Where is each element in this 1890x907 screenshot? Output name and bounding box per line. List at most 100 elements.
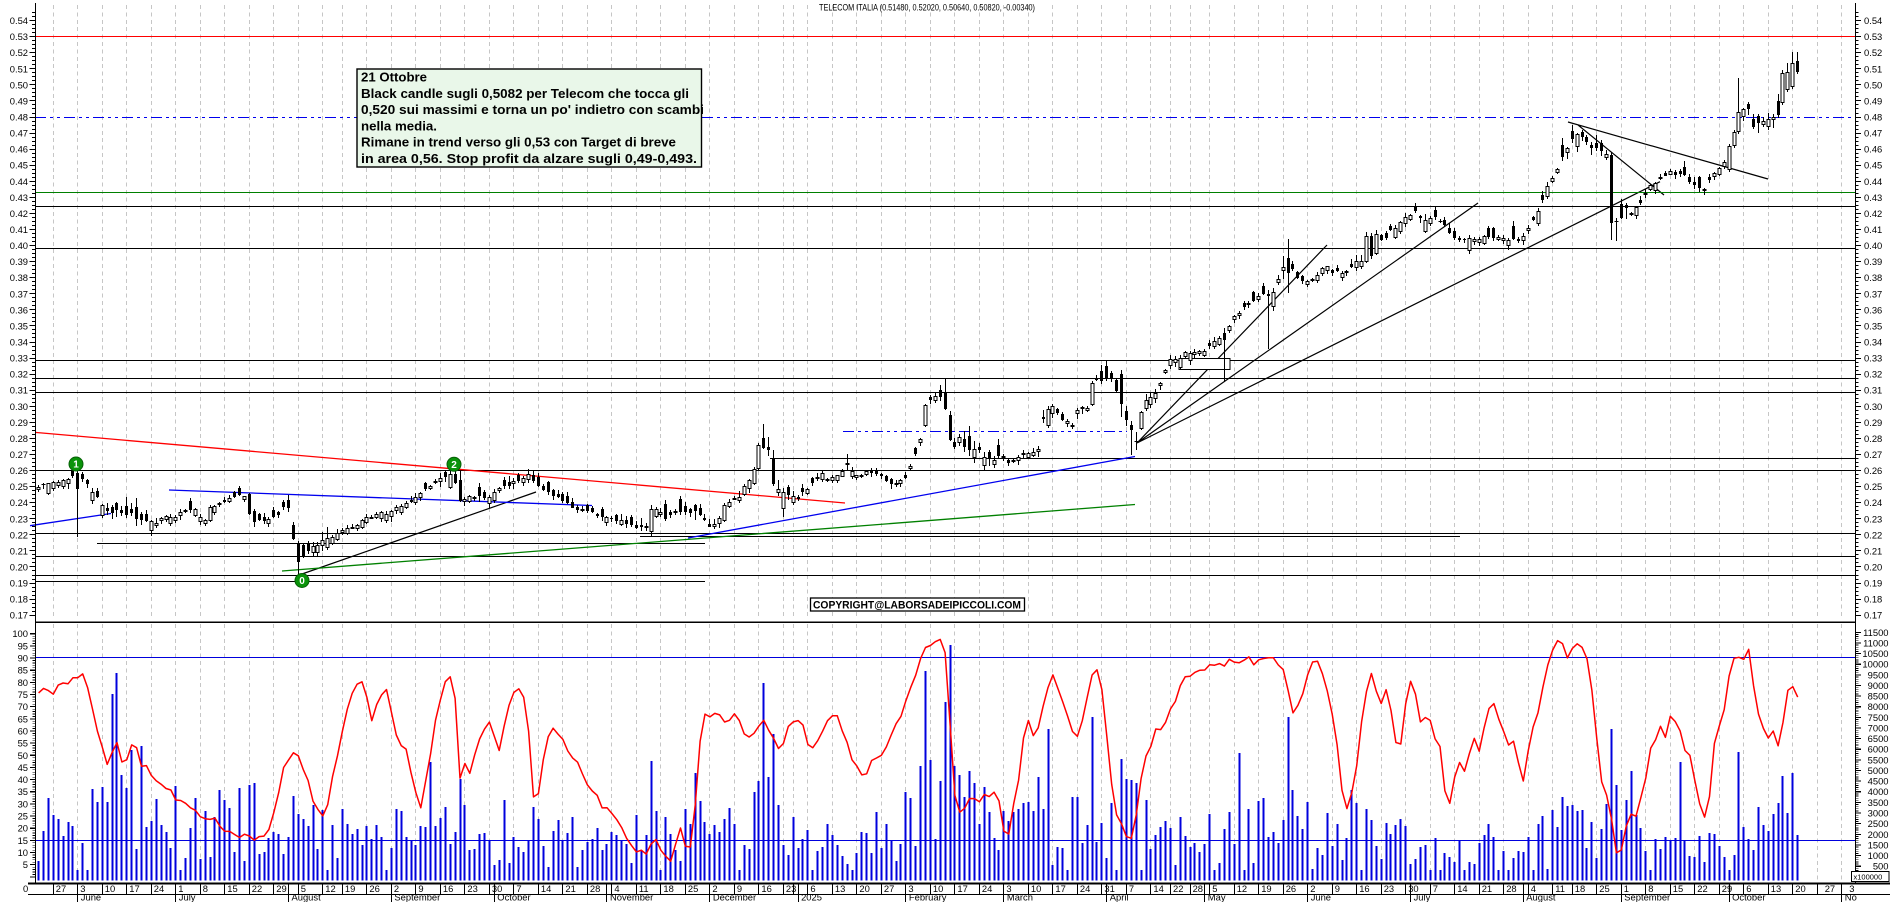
svg-text:19: 19: [345, 883, 355, 894]
svg-text:13: 13: [1771, 883, 1781, 894]
svg-text:0.22: 0.22: [10, 529, 28, 540]
svg-text:23: 23: [1384, 883, 1394, 894]
svg-text:0.27: 0.27: [10, 449, 28, 460]
svg-text:0.36: 0.36: [1864, 304, 1882, 315]
svg-text:1500: 1500: [1868, 839, 1889, 850]
svg-text:0.52: 0.52: [10, 47, 28, 58]
svg-text:17: 17: [1055, 883, 1065, 894]
svg-text:0.20: 0.20: [1864, 562, 1882, 573]
svg-text:20: 20: [18, 823, 28, 834]
svg-text:0.27: 0.27: [1864, 449, 1882, 460]
svg-text:0.21: 0.21: [10, 545, 28, 556]
svg-text:6000: 6000: [1868, 744, 1889, 755]
svg-text:0.25: 0.25: [10, 481, 28, 492]
svg-text:28: 28: [1506, 883, 1516, 894]
svg-text:10000: 10000: [1862, 659, 1888, 670]
svg-text:10: 10: [18, 847, 28, 858]
svg-text:0.40: 0.40: [1864, 240, 1882, 251]
svg-text:February: February: [909, 892, 947, 903]
svg-text:October: October: [1732, 892, 1765, 903]
svg-text:TELECOM ITALIA (0.51480, 0.520: TELECOM ITALIA (0.51480, 0.52020, 0.5064…: [819, 3, 1035, 14]
svg-text:0.32: 0.32: [10, 369, 28, 380]
svg-text:22: 22: [1697, 883, 1707, 894]
svg-text:0.20: 0.20: [10, 562, 28, 573]
svg-text:0.31: 0.31: [10, 385, 28, 396]
svg-text:May: May: [1208, 892, 1226, 903]
svg-text:0.39: 0.39: [1864, 256, 1882, 267]
svg-text:0,520 sui massimi e torna un p: 0,520 sui massimi e torna un po' indietr…: [361, 102, 704, 117]
svg-text:August: August: [292, 892, 322, 903]
svg-text:July: July: [179, 892, 196, 903]
svg-text:24: 24: [982, 883, 992, 894]
svg-text:6: 6: [810, 883, 815, 894]
svg-text:27: 27: [884, 883, 894, 894]
svg-text:December: December: [713, 892, 756, 903]
svg-text:10: 10: [1031, 883, 1041, 894]
svg-text:0.43: 0.43: [10, 192, 28, 203]
svg-text:30: 30: [492, 883, 502, 894]
svg-text:0.30: 0.30: [1864, 401, 1882, 412]
svg-text:0.35: 0.35: [1864, 320, 1882, 331]
svg-text:8000: 8000: [1868, 701, 1889, 712]
svg-text:0: 0: [23, 883, 28, 894]
svg-text:9: 9: [418, 883, 423, 894]
svg-text:0.48: 0.48: [1864, 112, 1882, 123]
svg-text:April: April: [1110, 892, 1129, 903]
svg-text:September: September: [1624, 892, 1670, 903]
svg-text:0: 0: [299, 576, 305, 587]
svg-text:0.24: 0.24: [1864, 497, 1882, 508]
svg-text:0.19: 0.19: [10, 578, 28, 589]
svg-text:0.21: 0.21: [1864, 545, 1882, 556]
svg-text:17: 17: [957, 883, 967, 894]
svg-text:0.28: 0.28: [10, 433, 28, 444]
svg-text:3000: 3000: [1868, 808, 1889, 819]
svg-text:85: 85: [18, 665, 28, 676]
svg-text:0.22: 0.22: [1864, 529, 1882, 540]
svg-text:0.51: 0.51: [1864, 63, 1882, 74]
svg-text:75: 75: [18, 689, 28, 700]
svg-text:0.23: 0.23: [1864, 513, 1882, 524]
svg-text:2: 2: [1310, 883, 1315, 894]
svg-text:0.41: 0.41: [1864, 224, 1882, 235]
svg-text:4000: 4000: [1868, 786, 1889, 797]
svg-text:27: 27: [1825, 883, 1835, 894]
svg-text:2: 2: [451, 460, 457, 471]
svg-text:8500: 8500: [1868, 691, 1889, 702]
svg-text:17: 17: [129, 883, 139, 894]
svg-text:25: 25: [1599, 883, 1609, 894]
svg-text:0.19: 0.19: [1864, 578, 1882, 589]
svg-text:14: 14: [1457, 883, 1467, 894]
svg-text:0.45: 0.45: [1864, 160, 1882, 171]
svg-text:0.45: 0.45: [10, 160, 28, 171]
svg-text:2000: 2000: [1868, 829, 1889, 840]
svg-text:0.35: 0.35: [10, 320, 28, 331]
svg-text:2: 2: [394, 883, 399, 894]
svg-text:Rimane in trend verso gli 0,53: Rimane in trend verso gli 0,53 con Targe…: [361, 135, 676, 150]
svg-text:4500: 4500: [1868, 776, 1889, 787]
svg-text:26: 26: [1286, 883, 1296, 894]
svg-text:27: 27: [56, 883, 66, 894]
svg-text:0.46: 0.46: [1864, 144, 1882, 155]
svg-text:0.37: 0.37: [1864, 288, 1882, 299]
svg-text:September: September: [394, 892, 440, 903]
svg-text:3500: 3500: [1868, 797, 1889, 808]
svg-text:9500: 9500: [1868, 669, 1889, 680]
svg-text:7000: 7000: [1868, 723, 1889, 734]
svg-text:0.33: 0.33: [10, 353, 28, 364]
svg-text:0.33: 0.33: [1864, 353, 1882, 364]
svg-text:2025: 2025: [801, 892, 822, 903]
svg-text:14: 14: [541, 883, 551, 894]
svg-text:0.44: 0.44: [1864, 176, 1882, 187]
svg-text:5000: 5000: [1868, 765, 1889, 776]
svg-text:12: 12: [1237, 883, 1247, 894]
svg-text:0.44: 0.44: [10, 176, 28, 187]
svg-text:11000: 11000: [1863, 637, 1888, 648]
svg-text:0.53: 0.53: [10, 31, 28, 42]
svg-text:13: 13: [835, 883, 845, 894]
svg-text:0.36: 0.36: [10, 304, 28, 315]
svg-text:July: July: [1414, 892, 1431, 903]
svg-text:22: 22: [1173, 883, 1183, 894]
svg-text:9: 9: [737, 883, 742, 894]
svg-text:95: 95: [18, 640, 28, 651]
svg-text:0.18: 0.18: [1864, 594, 1882, 605]
